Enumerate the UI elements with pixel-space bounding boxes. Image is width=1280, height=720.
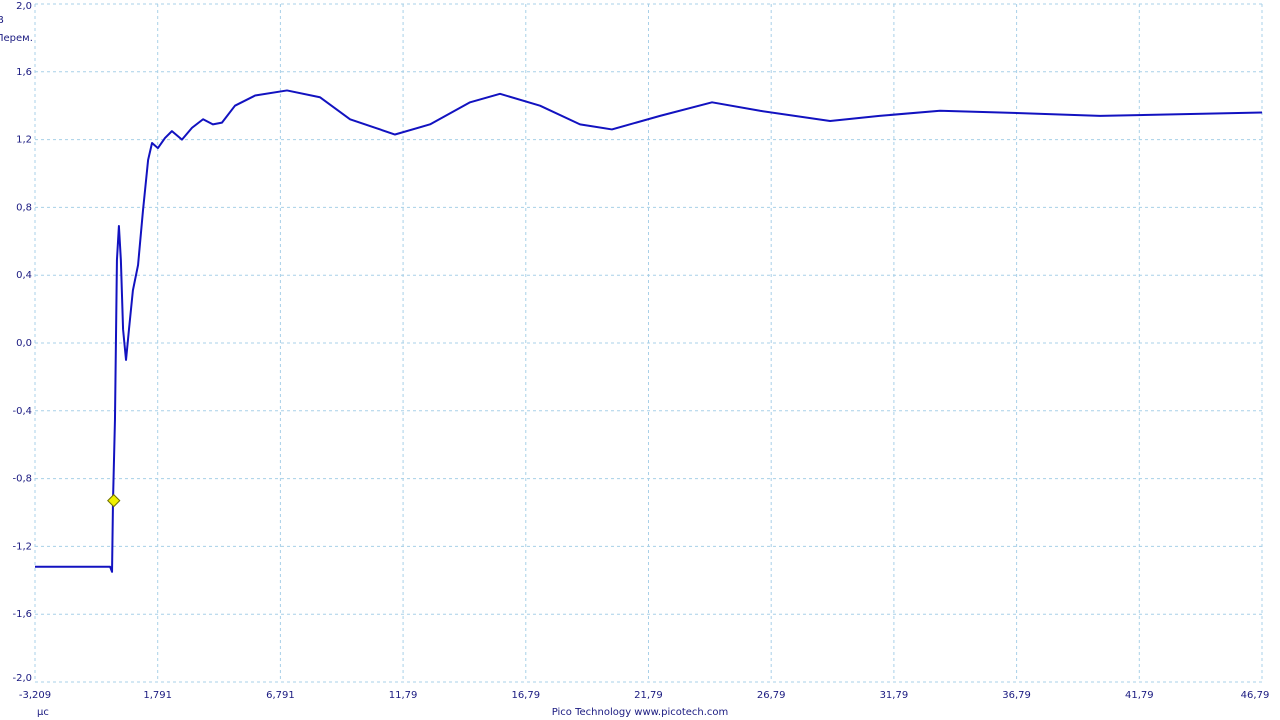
x-tick-label: 31,79 xyxy=(880,690,909,701)
x-tick-label: 21,79 xyxy=(634,690,663,701)
y-label: Перем. xyxy=(0,33,33,44)
x-tick-label: 41,79 xyxy=(1125,690,1154,701)
x-unit: µс xyxy=(37,707,49,718)
y-tick-label: 0,0 xyxy=(16,338,32,349)
y-tick-label: -0,4 xyxy=(12,406,32,417)
y-tick-label: 0,8 xyxy=(16,202,32,213)
footer: Pico Technology www.picotech.com xyxy=(552,707,729,718)
y-unit: В xyxy=(0,15,4,26)
trigger-marker xyxy=(107,493,121,508)
y-tick-label: -2,0 xyxy=(12,673,32,684)
y-tick-label: -0,8 xyxy=(12,474,32,485)
y-tick-label: -1,6 xyxy=(12,609,32,620)
x-tick-label: 6,791 xyxy=(266,690,295,701)
x-tick-label: -3,209 xyxy=(19,690,51,701)
y-tick-label: -1,2 xyxy=(12,541,32,552)
x-tick-label: 26,79 xyxy=(757,690,786,701)
x-tick-label: 1,791 xyxy=(143,690,172,701)
waveform xyxy=(35,89,1263,573)
x-tick-label: 11,79 xyxy=(389,690,418,701)
y-tick-label: 1,2 xyxy=(16,135,32,146)
x-tick-label: 36,79 xyxy=(1002,690,1031,701)
y-tick-label: 1,6 xyxy=(16,67,32,78)
y-tick-label: 0,4 xyxy=(16,270,32,281)
y-tick-label: 2,0 xyxy=(16,1,32,12)
x-tick-label: 46,79 xyxy=(1241,690,1270,701)
x-tick-label: 16,79 xyxy=(511,690,540,701)
